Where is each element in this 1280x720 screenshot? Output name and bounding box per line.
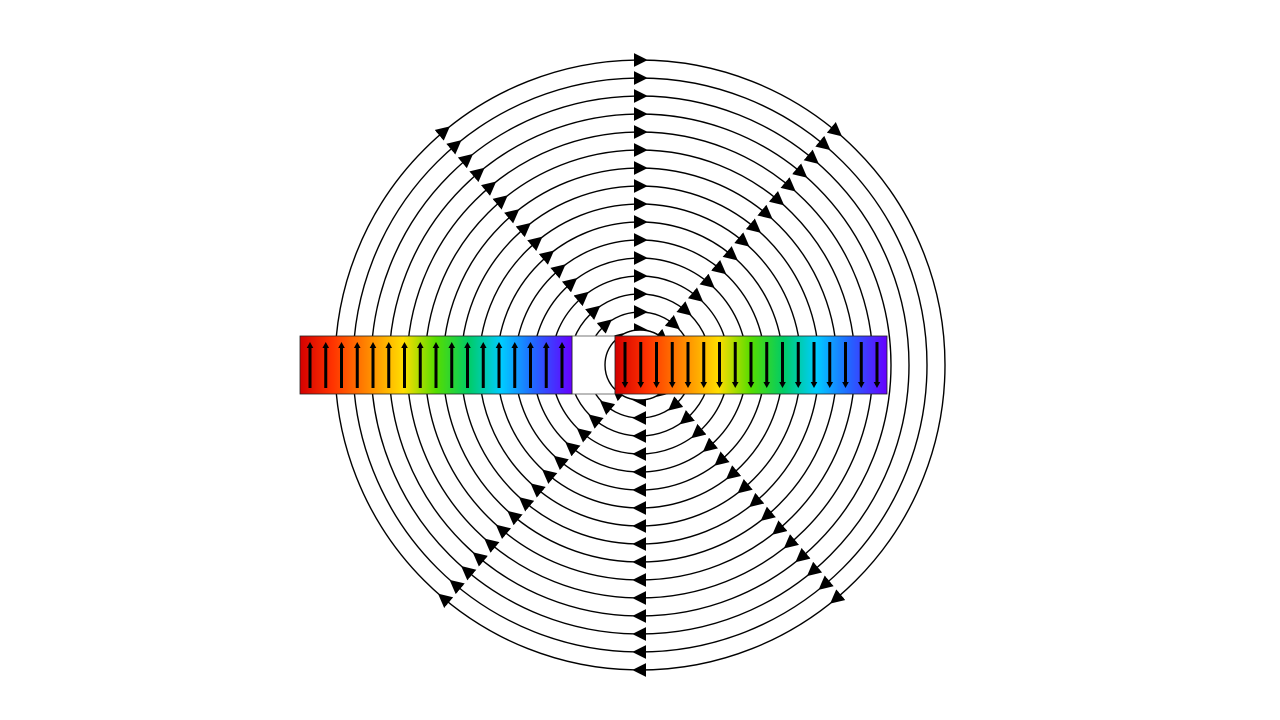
flow-field-diagram bbox=[0, 0, 1280, 720]
spectrum-bar-left bbox=[300, 336, 572, 394]
spectrum-bar-right bbox=[615, 336, 887, 394]
